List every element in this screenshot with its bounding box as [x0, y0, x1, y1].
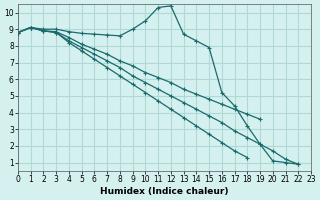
X-axis label: Humidex (Indice chaleur): Humidex (Indice chaleur) [100, 187, 229, 196]
